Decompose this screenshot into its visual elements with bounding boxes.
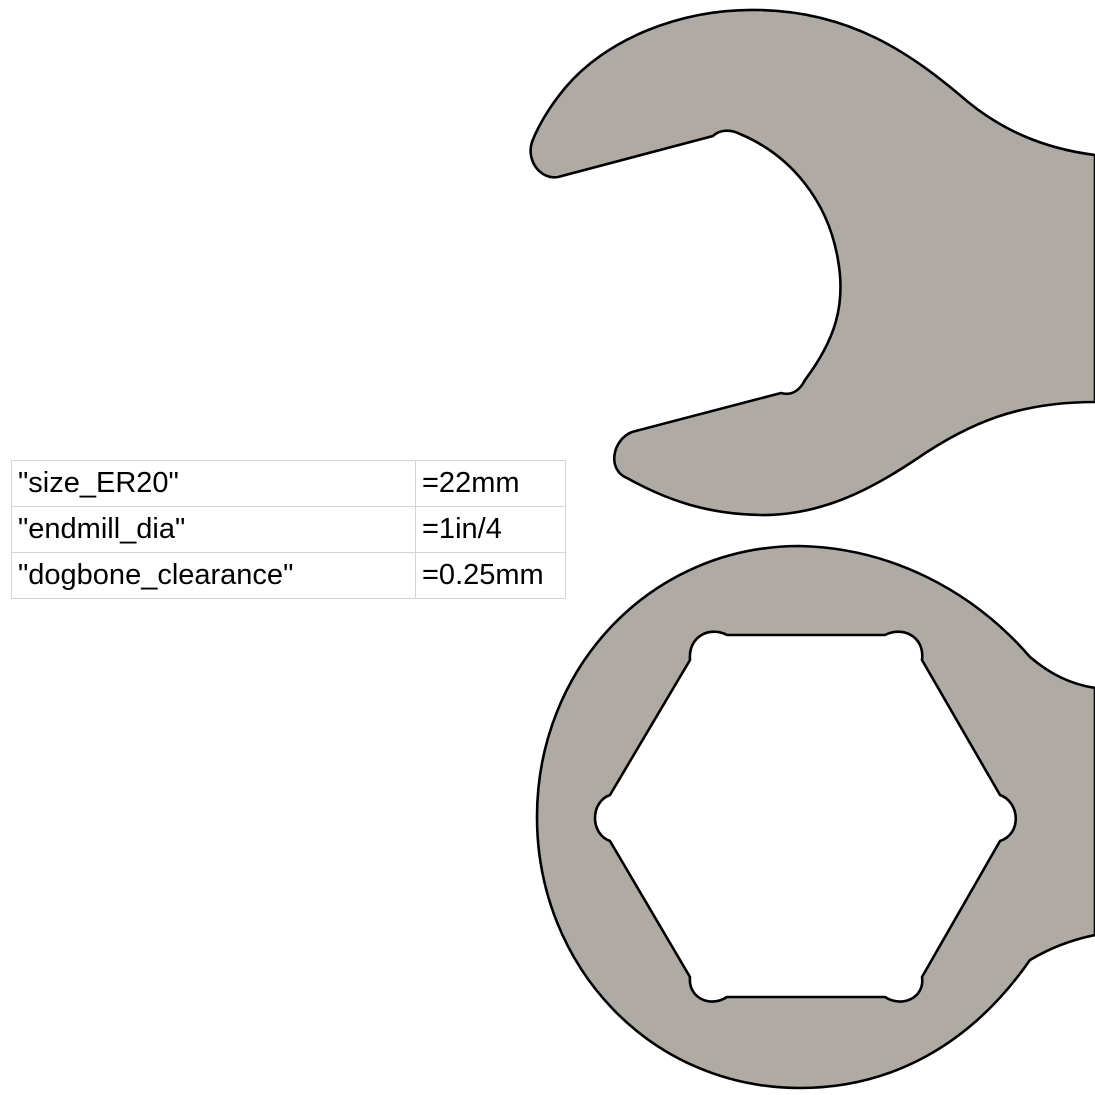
- parameter-table: "size_ER20" =22mm "endmill_dia" =1in/4 "…: [11, 460, 566, 599]
- parameter-value-cell[interactable]: =1in/4: [416, 507, 566, 553]
- parameter-name-cell[interactable]: "endmill_dia": [12, 507, 416, 553]
- table-row: "endmill_dia" =1in/4: [12, 507, 566, 553]
- parameter-name-cell[interactable]: "dogbone_clearance": [12, 553, 416, 599]
- parameter-value-cell[interactable]: =0.25mm: [416, 553, 566, 599]
- table-row: "dogbone_clearance" =0.25mm: [12, 553, 566, 599]
- box-end-wrench-head: [537, 546, 1095, 1088]
- open-end-wrench-head: [531, 10, 1095, 515]
- parameter-name-cell[interactable]: "size_ER20": [12, 461, 416, 507]
- parameter-value-cell[interactable]: =22mm: [416, 461, 566, 507]
- table-row: "size_ER20" =22mm: [12, 461, 566, 507]
